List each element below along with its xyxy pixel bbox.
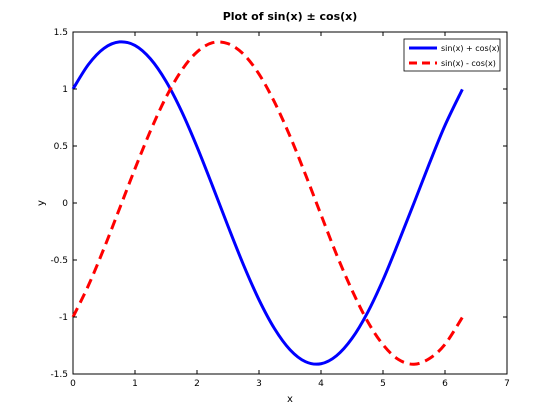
legend: sin(x) + cos(x) sin(x) - cos(x) [403, 38, 501, 72]
x-tick-label: 6 [442, 379, 448, 389]
legend-label-series-1: sin(x) + cos(x) [441, 44, 500, 53]
x-tick-label: 4 [318, 379, 324, 389]
y-tick-label: -0.5 [50, 256, 68, 266]
y-tick-label: -1 [59, 313, 68, 323]
y-tick-label: 0 [62, 199, 68, 209]
x-tick-label: 5 [380, 379, 386, 389]
x-tick-label: 3 [256, 379, 262, 389]
y-axis-label: y [36, 200, 47, 206]
x-axis-label: x [287, 394, 293, 405]
y-tick-label: -1.5 [50, 370, 68, 380]
x-tick-label: 0 [70, 379, 76, 389]
y-tick-label: 0.5 [54, 142, 68, 152]
x-tick-label: 1 [132, 379, 138, 389]
x-tick-label: 2 [194, 379, 200, 389]
plot-area [72, 31, 508, 375]
series-line-1 [71, 40, 464, 366]
chart-title: Plot of sin(x) ± cos(x) [223, 10, 358, 23]
legend-label-series-2: sin(x) - cos(x) [441, 59, 496, 68]
y-tick-label: 1 [62, 85, 68, 95]
series-line-2 [71, 40, 464, 366]
series-layer [71, 40, 464, 366]
legend-box [403, 38, 501, 72]
x-tick-label: 7 [504, 379, 510, 389]
y-tick-label: 1.5 [54, 28, 68, 38]
axes-layer: 0 1 2 3 4 5 6 7 -1.5 -1 -0.5 0 0.5 1 1.5 [50, 28, 509, 389]
